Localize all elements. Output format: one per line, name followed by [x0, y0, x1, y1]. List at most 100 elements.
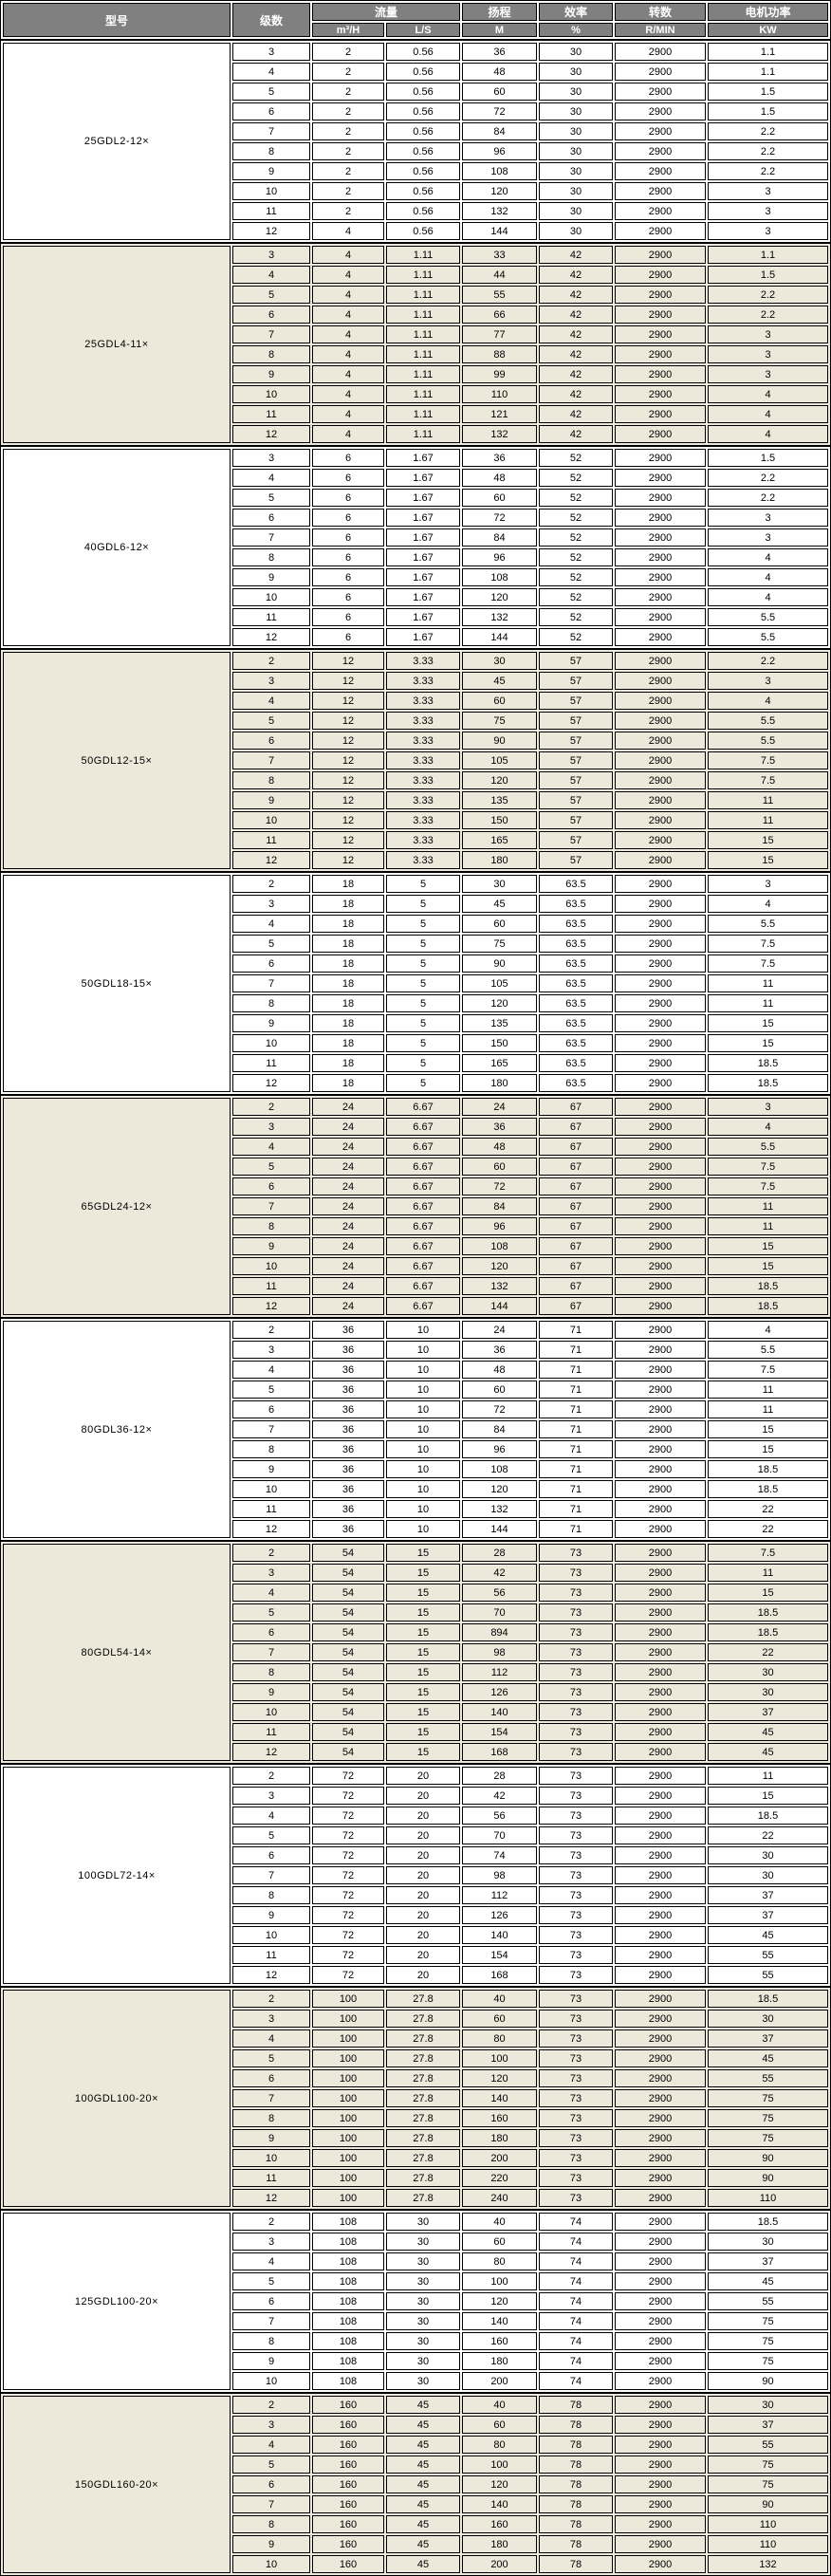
efficiency-cell: 63.5 [539, 974, 613, 992]
table-row: 6 4 1.11 66 42 2900 2.2 [3, 306, 828, 324]
efficiency-cell: 73 [539, 1990, 613, 2008]
power-cell: 15 [708, 831, 828, 849]
efficiency-cell: 78 [539, 2535, 613, 2553]
head-cell: 36 [462, 1118, 537, 1136]
stage-cell: 6 [232, 1177, 310, 1195]
power-cell: 55 [708, 2069, 828, 2087]
flow-ls-cell: 45 [386, 2515, 460, 2533]
table-row: 11 24 6.67 132 67 2900 18.5 [3, 1277, 828, 1295]
power-cell: 11 [708, 994, 828, 1012]
stage-cell: 9 [232, 568, 310, 586]
head-cell: 200 [462, 2555, 537, 2573]
speed-cell: 2900 [615, 2010, 706, 2028]
head-cell: 132 [462, 1277, 537, 1295]
head-cell: 132 [462, 425, 537, 443]
speed-cell: 2900 [615, 2272, 706, 2290]
speed-cell: 2900 [615, 83, 706, 101]
flow-m3h-cell: 36 [312, 1500, 384, 1518]
flow-m3h-cell: 24 [312, 1158, 384, 1176]
table-row: 5 12 3.33 75 57 2900 5.5 [3, 712, 828, 730]
efficiency-cell: 63.5 [539, 994, 613, 1012]
efficiency-cell: 63.5 [539, 954, 613, 973]
power-cell: 15 [708, 1014, 828, 1032]
speed-cell: 2900 [615, 2049, 706, 2067]
head-cell: 108 [462, 162, 537, 180]
speed-cell: 2900 [615, 2555, 706, 2573]
speed-cell: 2900 [615, 2495, 706, 2513]
speed-cell: 2900 [615, 1787, 706, 1805]
power-cell: 75 [708, 2332, 828, 2350]
stage-cell: 6 [232, 2069, 310, 2087]
head-cell: 28 [462, 1767, 537, 1785]
flow-m3h-cell: 18 [312, 994, 384, 1012]
speed-cell: 2900 [615, 325, 706, 343]
power-cell: 3 [708, 365, 828, 383]
power-cell: 18.5 [708, 1277, 828, 1295]
power-cell: 5.5 [708, 915, 828, 933]
power-cell: 37 [708, 1886, 828, 1904]
speed-cell: 2900 [615, 2233, 706, 2251]
speed-cell: 2900 [615, 771, 706, 789]
speed-cell: 2900 [615, 712, 706, 730]
speed-cell: 2900 [615, 1420, 706, 1438]
table-row: 40GDL6-12× 3 6 1.67 36 52 2900 1.5 [3, 449, 828, 646]
stage-cell: 10 [232, 1257, 310, 1275]
stage-cell: 11 [232, 1500, 310, 1518]
power-cell: 1.5 [708, 266, 828, 284]
head-cell: 121 [462, 405, 537, 423]
flow-ls-cell: 6.67 [386, 1237, 460, 1255]
flow-ls-cell: 3.33 [386, 791, 460, 809]
head-cell: 60 [462, 2010, 537, 2028]
table-row: 7 36 10 84 71 2900 15 [3, 1420, 828, 1438]
flow-ls-cell: 1.11 [386, 385, 460, 403]
head-cell: 135 [462, 1014, 537, 1032]
efficiency-cell: 57 [539, 831, 613, 849]
head-cell: 55 [462, 286, 537, 304]
flow-m3h-cell: 6 [312, 489, 384, 507]
stage-cell: 7 [232, 1866, 310, 1884]
flow-ls-cell: 0.56 [386, 43, 460, 61]
speed-cell: 2900 [615, 1237, 706, 1255]
speed-cell: 2900 [615, 1623, 706, 1641]
stage-cell: 8 [232, 1663, 310, 1681]
power-cell: 30 [708, 1846, 828, 1864]
table-row: 6 2 0.56 72 30 2900 1.5 [3, 102, 828, 120]
stage-cell: 2 [232, 1098, 310, 1116]
flow-ls-cell: 1.67 [386, 509, 460, 527]
flow-ls-cell: 27.8 [386, 2089, 460, 2107]
efficiency-cell: 73 [539, 1703, 613, 1721]
efficiency-cell: 74 [539, 2233, 613, 2251]
flow-m3h-cell: 18 [312, 1074, 384, 1092]
speed-cell: 2900 [615, 915, 706, 933]
stage-cell: 8 [232, 2332, 310, 2350]
stage-cell: 8 [232, 345, 310, 363]
efficiency-cell: 73 [539, 1743, 613, 1761]
power-cell: 45 [708, 1743, 828, 1761]
flow-ls-cell: 1.67 [386, 528, 460, 547]
head-cell: 84 [462, 122, 537, 140]
stage-cell: 2 [232, 1767, 310, 1785]
speed-cell: 2900 [615, 385, 706, 403]
head-cell: 140 [462, 2089, 537, 2107]
pump-model-group-table: 50GDL18-15× 2 18 5 30 63.5 2900 3 3 18 5 45 63.5 2900… [1, 873, 830, 1094]
head-cell: 894 [462, 1623, 537, 1641]
table-row: 5 160 45 100 78 2900 75 [3, 2456, 828, 2474]
table-row: 9 2 0.56 108 30 2900 2.2 [3, 162, 828, 180]
flow-m3h-cell: 160 [312, 2416, 384, 2434]
table-row: 5 6 1.67 60 52 2900 2.2 [3, 489, 828, 507]
flow-ls-cell: 30 [386, 2252, 460, 2270]
speed-cell: 2900 [615, 1500, 706, 1518]
flow-ls-cell: 30 [386, 2332, 460, 2350]
flow-ls-cell: 20 [386, 1787, 460, 1805]
flow-ls-cell: 6.67 [386, 1158, 460, 1176]
efficiency-cell: 52 [539, 449, 613, 467]
flow-m3h-cell: 12 [312, 771, 384, 789]
speed-cell: 2900 [615, 1544, 706, 1562]
table-row: 3 100 27.8 60 73 2900 30 [3, 2010, 828, 2028]
model-cell: 125GDL100-20× [3, 2213, 231, 2390]
efficiency-cell: 57 [539, 811, 613, 829]
power-cell: 22 [708, 1826, 828, 1844]
flow-ls-cell: 30 [386, 2272, 460, 2290]
stage-cell: 11 [232, 1277, 310, 1295]
